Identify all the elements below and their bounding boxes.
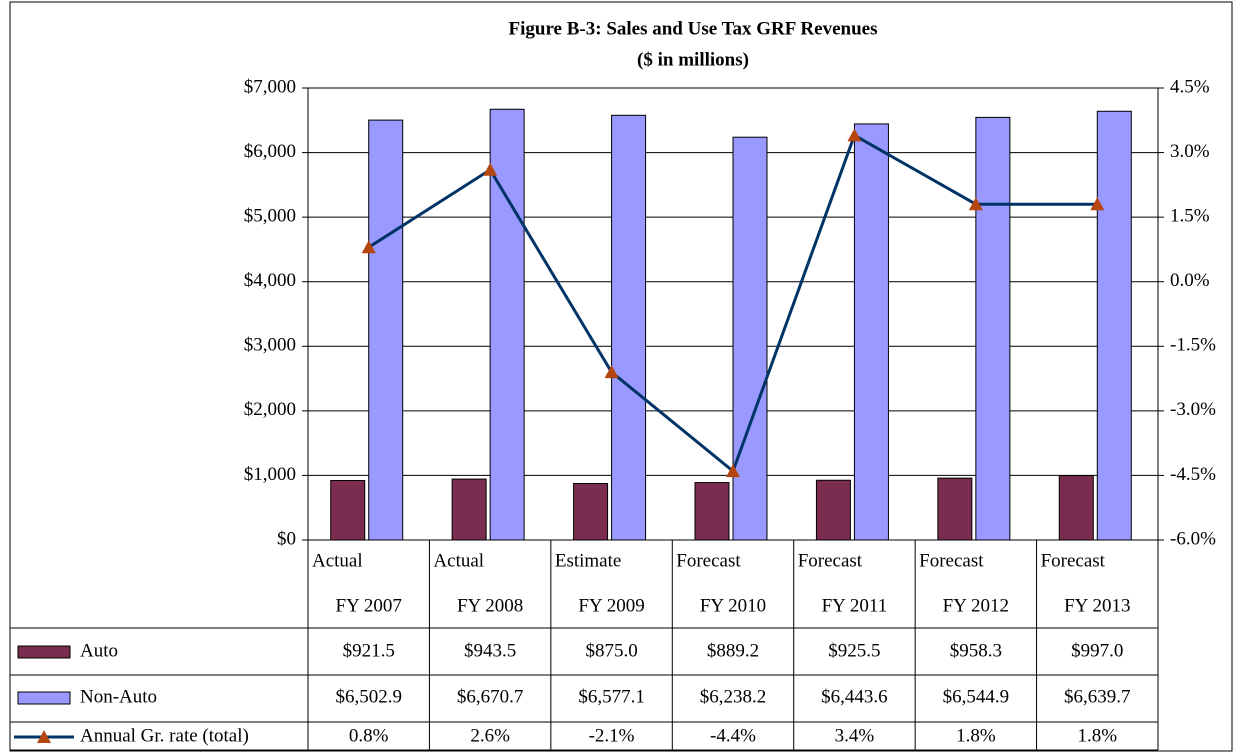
x-tick-label: FY 2008	[457, 595, 523, 616]
legend-label: Non-Auto	[80, 686, 157, 707]
chart-title: Figure B-3: Sales and Use Tax GRF Revenu…	[509, 18, 878, 39]
table-value: $6,238.2	[700, 686, 767, 707]
bar	[368, 119, 404, 541]
bar	[1058, 475, 1094, 541]
table-value: 1.8%	[1077, 725, 1117, 746]
y2-tick-label: -3.0%	[1170, 399, 1216, 420]
table-value: $943.5	[464, 640, 516, 661]
bar	[1096, 110, 1132, 541]
bar	[975, 116, 1011, 541]
table-value: 0.8%	[349, 725, 389, 746]
table-value: $6,502.9	[335, 686, 402, 707]
y-tick-label: $5,000	[244, 206, 296, 227]
bar	[815, 479, 851, 541]
table-value: $6,544.9	[943, 686, 1010, 707]
table-value: 2.6%	[470, 725, 510, 746]
table-value: $875.0	[585, 640, 637, 661]
x-tick-label: FY 2010	[700, 595, 766, 616]
x-tick-label: Actual	[312, 550, 363, 571]
bar	[451, 478, 487, 541]
y-tick-label: $4,000	[244, 270, 296, 291]
marker	[1090, 197, 1105, 211]
x-tick-label: FY 2009	[578, 595, 644, 616]
legend-key	[17, 691, 71, 705]
bar	[937, 477, 973, 541]
y2-tick-label: 1.5%	[1170, 206, 1210, 227]
marker	[361, 240, 376, 254]
legend-key	[17, 645, 71, 659]
y2-tick-label: 3.0%	[1170, 141, 1210, 162]
table-value: $925.5	[828, 640, 880, 661]
marker	[968, 197, 983, 211]
table-value: $921.5	[343, 640, 395, 661]
table-value: $889.2	[707, 640, 759, 661]
y2-tick-label: 0.0%	[1170, 270, 1210, 291]
table-value: $958.3	[950, 640, 1002, 661]
bar	[732, 136, 768, 541]
x-tick-label: FY 2012	[943, 595, 1009, 616]
x-tick-label: Estimate	[555, 550, 621, 571]
marker	[726, 464, 740, 478]
legend-key	[37, 730, 51, 743]
y-tick-label: $1,000	[244, 464, 296, 485]
marker	[847, 128, 862, 142]
table-value: 1.8%	[956, 725, 996, 746]
y2-tick-label: -4.5%	[1170, 464, 1216, 485]
x-tick-label: FY 2013	[1064, 595, 1130, 616]
table-value: $6,443.6	[821, 686, 888, 707]
table-value: $6,670.7	[457, 686, 524, 707]
y-tick-label: $6,000	[244, 141, 296, 162]
y-tick-label: $2,000	[244, 399, 296, 420]
x-tick-label: Forecast	[798, 550, 863, 571]
x-tick-label: Forecast	[676, 550, 741, 571]
bar	[694, 482, 730, 541]
y2-tick-label: -6.0%	[1170, 528, 1216, 549]
y2-tick-label: 4.5%	[1170, 76, 1210, 97]
bar	[573, 483, 609, 541]
y-tick-label: $3,000	[244, 335, 296, 356]
bar	[853, 123, 889, 541]
x-tick-label: FY 2007	[336, 595, 402, 616]
chart-subtitle: ($ in millions)	[637, 49, 749, 70]
y-tick-label: $7,000	[244, 76, 296, 97]
y-tick-label: $0	[277, 528, 296, 549]
table-value: 3.4%	[835, 725, 875, 746]
bar	[611, 114, 647, 541]
x-tick-label: Actual	[433, 550, 484, 571]
x-tick-label: FY 2011	[822, 595, 888, 616]
table-value: -4.4%	[710, 725, 756, 746]
x-tick-label: Forecast	[919, 550, 984, 571]
table-value: $997.0	[1071, 640, 1123, 661]
table-value: $6,639.7	[1064, 686, 1131, 707]
marker	[483, 162, 498, 176]
legend-label: Auto	[80, 640, 118, 661]
x-tick-label: Forecast	[1041, 550, 1106, 571]
y2-tick-label: -1.5%	[1170, 335, 1216, 356]
table-value: $6,577.1	[578, 686, 645, 707]
marker	[604, 365, 619, 379]
bar	[330, 479, 366, 541]
legend-label: Annual Gr. rate (total)	[80, 725, 249, 746]
table-value: -2.1%	[589, 725, 635, 746]
